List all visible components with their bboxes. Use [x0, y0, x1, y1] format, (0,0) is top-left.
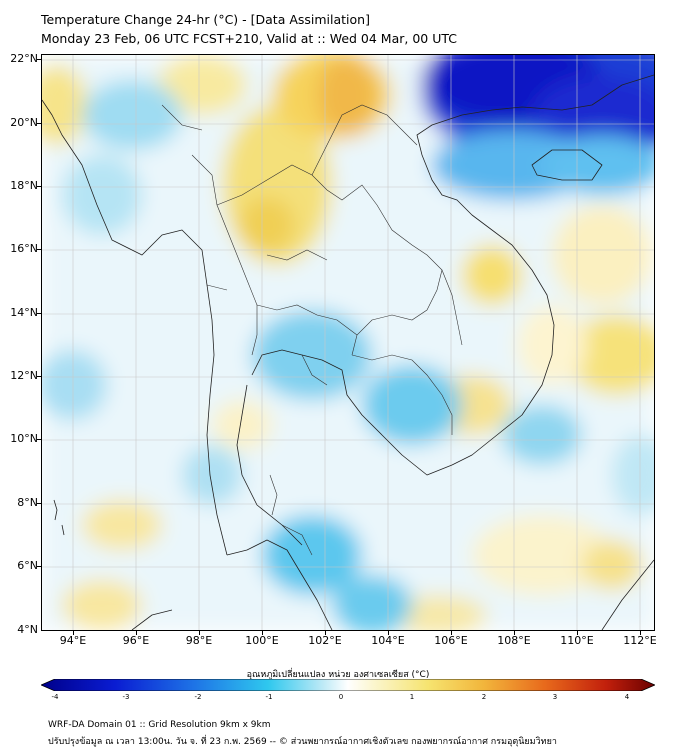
lon-tick	[262, 631, 263, 635]
lon-label-110e: 110°E	[560, 634, 594, 647]
lat-tick	[37, 249, 41, 250]
lat-tick	[37, 439, 41, 440]
lat-label-18n: 18°N	[10, 179, 38, 192]
lat-label-20n: 20°N	[10, 116, 38, 129]
lon-tick	[325, 631, 326, 635]
colorbar-tick: 0	[338, 693, 344, 701]
lat-tick	[37, 186, 41, 187]
lon-tick	[73, 631, 74, 635]
footer-model-info: WRF-DA Domain 01 :: Grid Resolution 9km …	[48, 720, 271, 730]
lon-label-102e: 102°E	[308, 634, 342, 647]
map-canvas	[42, 55, 654, 630]
colorbar-tick: 2	[481, 693, 487, 701]
lon-tick	[514, 631, 515, 635]
footer-credit: ปรับปรุงข้อมูล ณ เวลา 13:00น. วัน จ. ที่…	[48, 737, 557, 747]
lon-label-96e: 96°E	[122, 634, 150, 647]
colorbar-tick: -2	[194, 693, 202, 701]
lat-tick	[37, 566, 41, 567]
colorbar-tick: 1	[409, 693, 415, 701]
lon-label-98e: 98°E	[185, 634, 213, 647]
lon-tick	[640, 631, 641, 635]
temperature-field	[42, 55, 654, 630]
lon-label-94e: 94°E	[59, 634, 87, 647]
lat-label-22n: 22°N	[10, 52, 38, 65]
lon-label-104e: 104°E	[371, 634, 405, 647]
lat-tick	[37, 313, 41, 314]
map-subtitle: Monday 23 Feb, 06 UTC FCST+210, Valid at…	[41, 31, 457, 46]
colorbar-label: อุณหภูมิเปลี่ยนแปลง หน่วย องศาเซลเซียส (…	[246, 670, 430, 680]
borders	[161, 104, 463, 556]
lat-label-16n: 16°N	[10, 242, 38, 255]
lat-label-6n: 6°N	[17, 559, 38, 572]
lat-tick	[37, 376, 41, 377]
lon-tick	[199, 631, 200, 635]
map-title: Temperature Change 24-hr (°C) - [Data As…	[41, 12, 370, 27]
lon-label-108e: 108°E	[497, 634, 531, 647]
colorbar-tick: 4	[624, 693, 630, 701]
colorbar-tick: 3	[552, 693, 558, 701]
lat-label-12n: 12°N	[10, 369, 38, 382]
colorbar-tick: -3	[122, 693, 130, 701]
lat-label-4n: 4°N	[17, 623, 38, 636]
graticule	[42, 55, 654, 630]
temperature-change-map[interactable]	[41, 54, 655, 631]
lon-tick	[136, 631, 137, 635]
lat-label-10n: 10°N	[10, 432, 38, 445]
lat-tick	[37, 59, 41, 60]
lat-tick	[37, 503, 41, 504]
colorbar-tick: -4	[51, 693, 59, 701]
lon-tick	[577, 631, 578, 635]
lon-label-112e: 112°E	[623, 634, 657, 647]
lon-tick	[388, 631, 389, 635]
lat-tick	[37, 123, 41, 124]
lon-label-100e: 100°E	[245, 634, 279, 647]
colorbar	[41, 679, 655, 691]
lat-label-14n: 14°N	[10, 306, 38, 319]
colorbar-tick: -1	[265, 693, 273, 701]
lon-label-106e: 106°E	[434, 634, 468, 647]
lon-tick	[451, 631, 452, 635]
lat-label-8n: 8°N	[17, 496, 38, 509]
